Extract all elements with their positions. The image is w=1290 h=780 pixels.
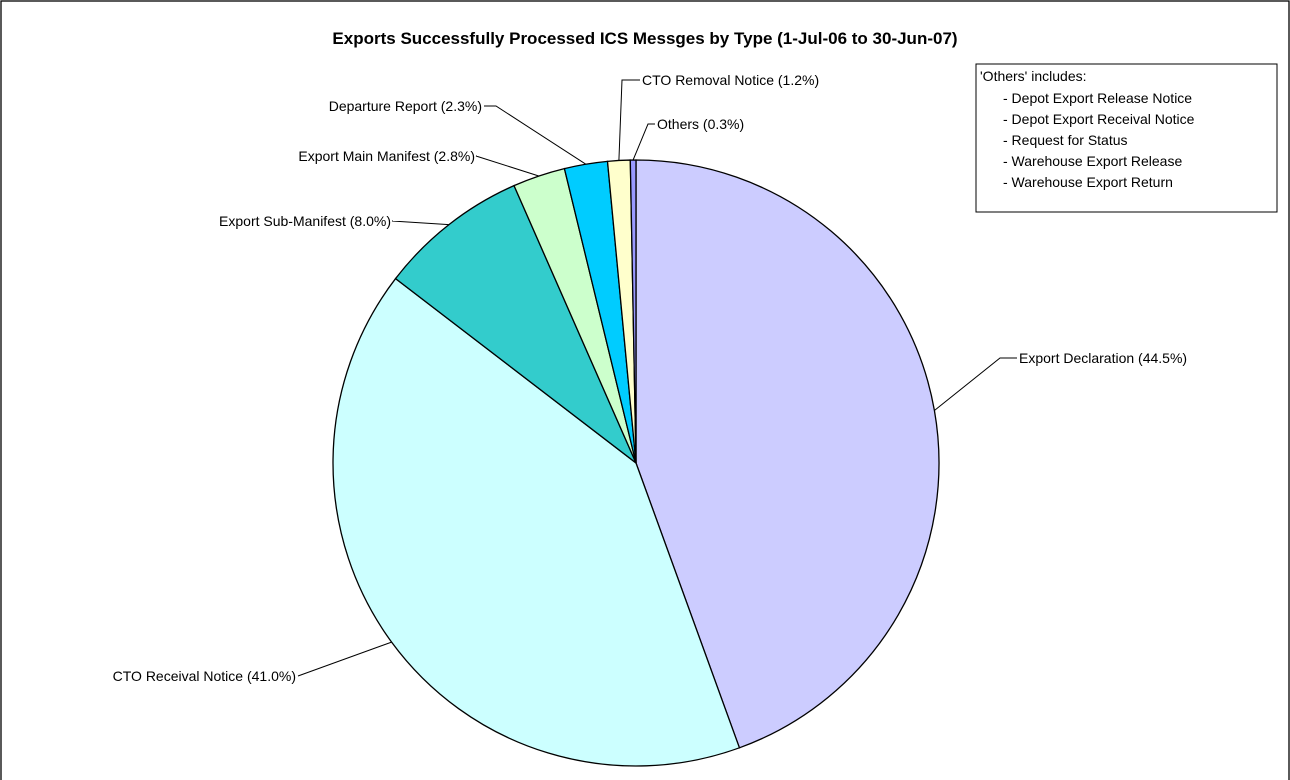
- slice-label: Departure Report (2.3%): [329, 98, 482, 114]
- slice-label: Export Declaration (44.5%): [1019, 350, 1187, 366]
- pie-slice-export-sub-manifest: [394, 184, 637, 464]
- others-note-item: - Depot Export Receival Notice: [1003, 111, 1195, 127]
- slice-label: Export Sub-Manifest (8.0%): [219, 213, 391, 229]
- others-note-heading: 'Others' includes:: [980, 68, 1087, 84]
- leader-line: [632, 123, 655, 161]
- others-note-item: - Depot Export Release Notice: [1003, 90, 1192, 106]
- others-note-item: - Request for Status: [1003, 132, 1128, 148]
- pie-slice-export-declaration: [635, 159, 940, 749]
- others-note-item: - Warehouse Export Release: [1003, 153, 1182, 169]
- leader-line: [475, 155, 539, 177]
- leader-line: [297, 641, 392, 677]
- leader-line: [391, 220, 449, 226]
- slice-labels: Export Declaration (44.5%) CTO Receival N…: [113, 72, 1187, 684]
- slice-label: Others (0.3%): [657, 116, 744, 132]
- leader-line: [934, 357, 1017, 411]
- pie-slices: [332, 159, 940, 767]
- others-note-box: 'Others' includes: - Depot Export Releas…: [975, 63, 1278, 213]
- leader-line: [484, 105, 587, 165]
- pie-slice-cto-receival-notice: [332, 277, 741, 767]
- slice-label: CTO Removal Notice (1.2%): [642, 72, 819, 88]
- others-note-border: [975, 63, 1278, 213]
- others-note-item: - Warehouse Export Return: [1003, 174, 1173, 190]
- leader-line: [618, 79, 640, 161]
- slice-label: Export Main Manifest (2.8%): [298, 148, 475, 164]
- leader-lines: [297, 79, 1017, 677]
- chart-title: Exports Successfully Processed ICS Messg…: [332, 29, 957, 48]
- slice-label: CTO Receival Notice (41.0%): [113, 668, 296, 684]
